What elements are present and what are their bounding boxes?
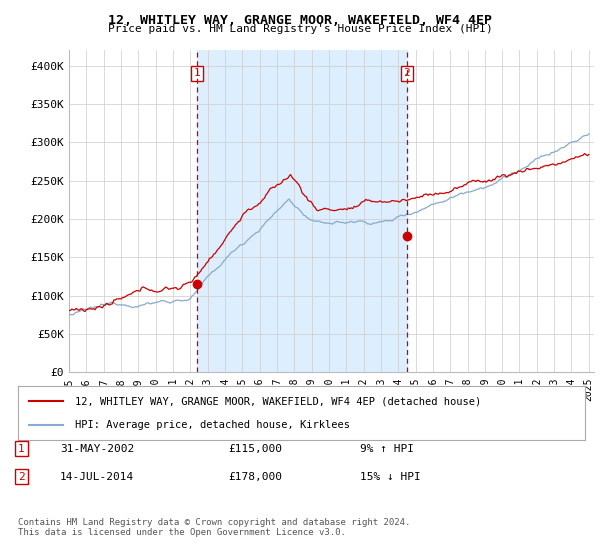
Text: 31-MAY-2002: 31-MAY-2002 bbox=[60, 444, 134, 454]
Text: Price paid vs. HM Land Registry's House Price Index (HPI): Price paid vs. HM Land Registry's House … bbox=[107, 24, 493, 34]
Text: HPI: Average price, detached house, Kirklees: HPI: Average price, detached house, Kirk… bbox=[75, 419, 350, 430]
Text: 1: 1 bbox=[194, 68, 200, 78]
Text: £178,000: £178,000 bbox=[228, 472, 282, 482]
Text: 15% ↓ HPI: 15% ↓ HPI bbox=[360, 472, 421, 482]
Text: £115,000: £115,000 bbox=[228, 444, 282, 454]
Text: Contains HM Land Registry data © Crown copyright and database right 2024.
This d: Contains HM Land Registry data © Crown c… bbox=[18, 518, 410, 538]
Text: 1: 1 bbox=[18, 444, 25, 454]
Text: 9% ↑ HPI: 9% ↑ HPI bbox=[360, 444, 414, 454]
Text: 12, WHITLEY WAY, GRANGE MOOR, WAKEFIELD, WF4 4EP (detached house): 12, WHITLEY WAY, GRANGE MOOR, WAKEFIELD,… bbox=[75, 396, 481, 407]
Text: 2: 2 bbox=[18, 472, 25, 482]
Text: 14-JUL-2014: 14-JUL-2014 bbox=[60, 472, 134, 482]
Bar bbox=[197, 50, 407, 372]
Text: 12, WHITLEY WAY, GRANGE MOOR, WAKEFIELD, WF4 4EP: 12, WHITLEY WAY, GRANGE MOOR, WAKEFIELD,… bbox=[108, 14, 492, 27]
Text: 2: 2 bbox=[403, 68, 410, 78]
